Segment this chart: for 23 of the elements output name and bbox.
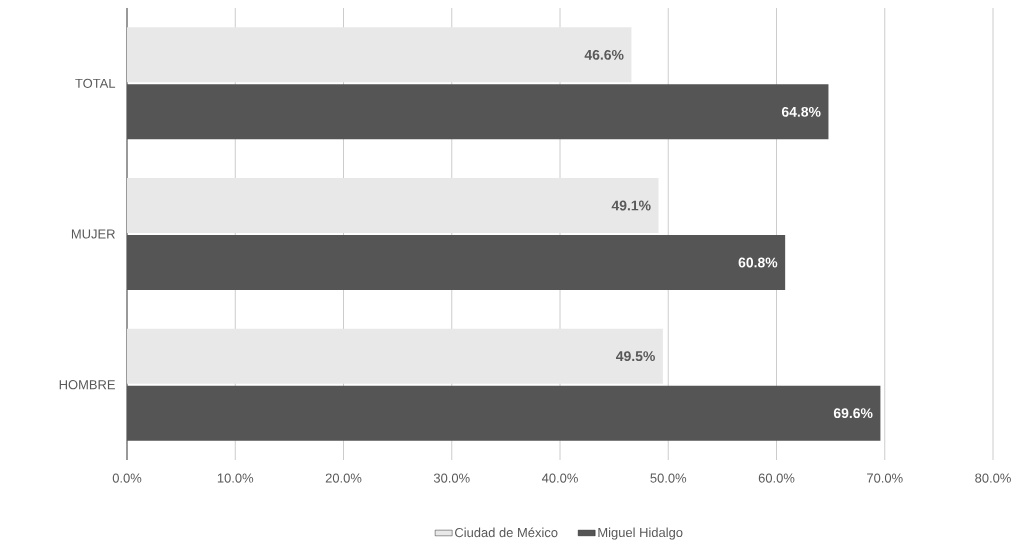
x-tick-label: 0.0% (112, 473, 142, 483)
data-label: 49.5% (616, 351, 655, 362)
legend-label: Ciudad de México (455, 527, 558, 538)
legend-label: Miguel Hidalgo (598, 527, 683, 540)
bar (127, 178, 659, 233)
x-tick-label: 40.0% (541, 473, 578, 483)
y-tick-label: MUJER (71, 229, 115, 239)
x-tick-label: 20.0% (325, 473, 362, 483)
x-tick-label: 10.0% (217, 473, 254, 483)
y-tick-label: TOTAL (75, 78, 116, 88)
x-tick-label: 70.0% (867, 473, 903, 483)
x-tick-label: 50.0% (650, 473, 687, 483)
bar (127, 328, 663, 384)
y-tick-label: HOMBRE (59, 380, 115, 390)
data-label: 49.1% (611, 200, 651, 211)
x-tick-label: 30.0% (433, 473, 470, 483)
data-label: 60.8% (738, 257, 778, 268)
data-label: 46.6% (584, 49, 624, 60)
bar (127, 27, 632, 83)
x-tick-label: 80.0% (975, 473, 1011, 483)
x-tick-label: 60.0% (758, 473, 795, 483)
data-label: 64.8% (781, 106, 821, 117)
data-label: 69.6% (833, 408, 873, 419)
